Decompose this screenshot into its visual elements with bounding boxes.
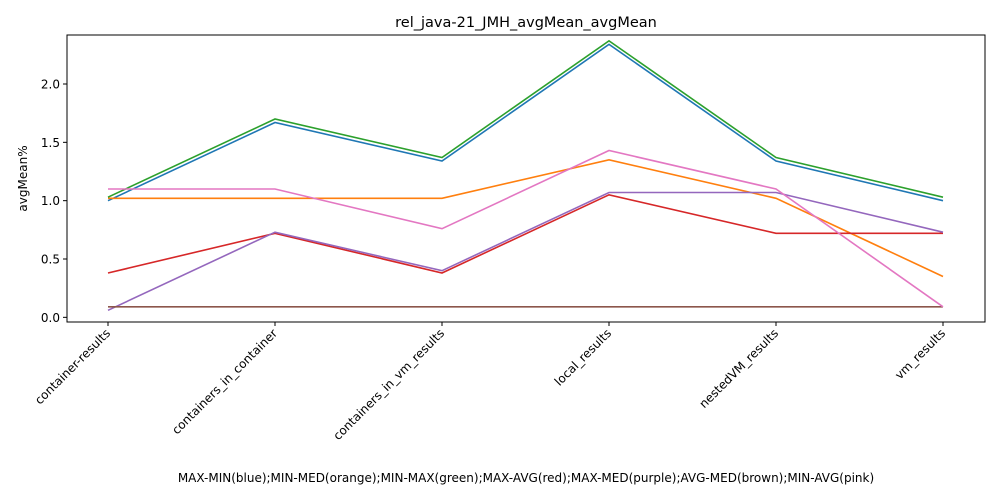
y-tick-label: 1.0 (41, 194, 60, 208)
y-axis: 0.0 0.5 1.0 1.5 2.0 (41, 78, 67, 325)
y-tick-label: 0.0 (41, 311, 60, 325)
x-axis: container-results containers_in_container… (32, 322, 948, 443)
series-line-6 (108, 149, 944, 308)
chart-title: rel_java-21_JMH_avgMean_avgMean (395, 15, 657, 31)
x-axis-label: MAX-MIN(blue);MIN-MED(orange);MIN-MAX(gr… (178, 471, 874, 485)
y-tick-label: 1.5 (41, 136, 60, 150)
series-line-2 (107, 39, 944, 198)
y-tick-label: 0.5 (41, 253, 60, 267)
x-tick-label: local_results (552, 326, 614, 388)
x-tick-label: containers_in_vm_results (330, 326, 447, 443)
x-tick-label: nestedVM_results (696, 326, 781, 411)
y-axis-label: avgMean% (16, 145, 30, 211)
series-line-1 (108, 158, 944, 278)
plot-frame (66, 34, 986, 323)
series-line-3 (107, 193, 943, 274)
series-layer (107, 39, 944, 312)
series-line-4 (107, 191, 944, 312)
series-line-0 (107, 43, 944, 202)
x-tick-label: containers_in_container (169, 326, 280, 437)
x-tick-label: container-results (32, 326, 113, 407)
y-tick-label: 2.0 (41, 78, 60, 92)
x-tick-label: vm_results (892, 326, 948, 382)
